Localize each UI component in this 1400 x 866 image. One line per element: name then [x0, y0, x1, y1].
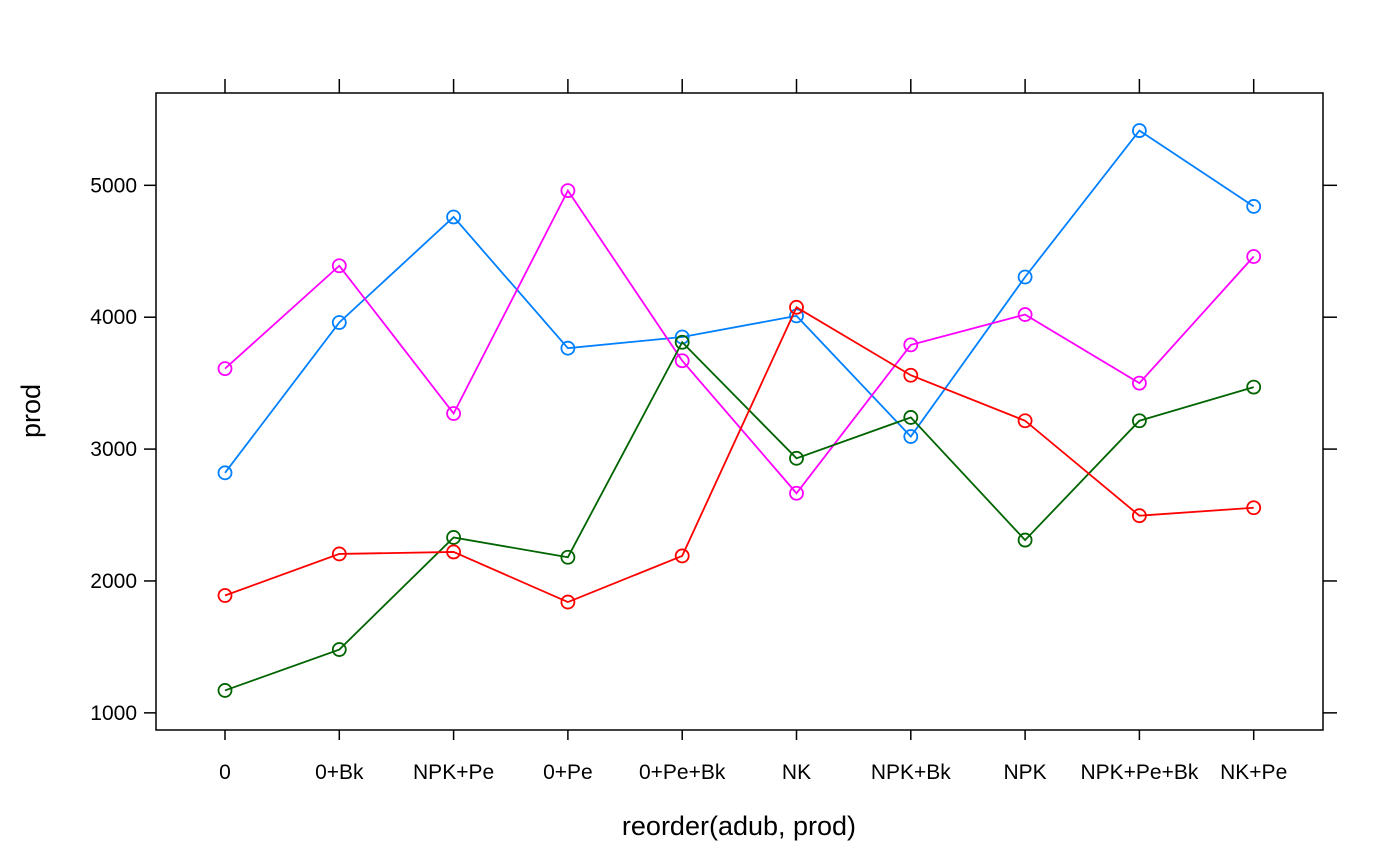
- series-line: [224, 306, 1254, 604]
- data-point: [903, 337, 919, 353]
- x-tick-label: NK+Pe: [1220, 761, 1287, 784]
- data-point: [674, 353, 690, 369]
- data-point: [331, 642, 347, 657]
- series: [217, 334, 1262, 698]
- data-point: [789, 299, 804, 315]
- data-point: [331, 546, 347, 562]
- x-tick-label: 0+Pe+Bk: [639, 761, 726, 784]
- data-point: [560, 183, 576, 198]
- series-line: [224, 129, 1255, 474]
- x-tick-label: 0: [219, 761, 231, 784]
- data-point: [217, 588, 233, 603]
- x-tick-label: 0+Pe: [543, 761, 593, 784]
- data-point: [674, 548, 690, 564]
- data-point: [789, 485, 804, 501]
- y-tick-label: 2000: [90, 570, 137, 593]
- x-tick-label: NPK+Bk: [871, 761, 951, 784]
- y-tick-label: 4000: [90, 306, 137, 329]
- data-point: [1246, 199, 1262, 214]
- series: [217, 123, 1262, 481]
- data-point: [1132, 375, 1147, 391]
- y-tick-label: 1000: [90, 702, 137, 725]
- x-axis-title: reorder(adub, prod): [622, 811, 856, 841]
- data-point: [1246, 500, 1262, 516]
- y-axis-title: prod: [16, 384, 46, 438]
- x-axis: 0 0+Bk NPK+Pe 0+Pe 0+Pe+Bk NK NPK+Bk NPK NPK+Pe+…: [219, 79, 1287, 784]
- series: [217, 183, 1262, 501]
- data-point: [1017, 413, 1033, 429]
- data-point: [1017, 269, 1033, 285]
- data-point: [903, 367, 919, 383]
- data-point: [331, 315, 347, 330]
- data-point: [903, 429, 919, 444]
- y-tick-label: 5000: [90, 174, 137, 197]
- x-tick-label: NPK+Pe: [413, 761, 494, 784]
- data-point: [789, 450, 804, 466]
- data-point: [560, 594, 576, 610]
- data-point: [331, 258, 347, 274]
- data-point: [1246, 379, 1262, 395]
- data-point: [1246, 249, 1262, 264]
- data-point: [1017, 532, 1033, 548]
- x-tick-label: 0+Bk: [315, 761, 364, 784]
- series-line: [224, 188, 1255, 495]
- data-point: [560, 549, 576, 565]
- x-tick-label: NPK+Pe+Bk: [1080, 761, 1198, 784]
- data-point: [217, 465, 233, 481]
- data-point: [674, 334, 690, 350]
- data-point: [560, 340, 576, 356]
- y-axis: 1000 2000 3000 4000 5000: [90, 174, 1337, 725]
- data-point: [1017, 307, 1033, 322]
- data-point: [1132, 413, 1147, 429]
- x-tick-label: NPK: [1004, 761, 1047, 784]
- data-point: [1132, 508, 1147, 524]
- data-point: [1132, 123, 1147, 138]
- x-tick-label: NK: [782, 761, 811, 784]
- y-tick-label: 3000: [90, 438, 137, 461]
- plot-frame: [155, 92, 1324, 731]
- data-point: [217, 361, 233, 377]
- data-point: [903, 410, 919, 425]
- series-layer: [217, 123, 1262, 698]
- data-point: [217, 683, 233, 698]
- series: [217, 299, 1262, 610]
- data-point: [446, 406, 462, 421]
- data-point: [446, 209, 462, 225]
- data-point: [446, 544, 462, 560]
- series-line: [224, 340, 1254, 692]
- data-point: [446, 530, 462, 545]
